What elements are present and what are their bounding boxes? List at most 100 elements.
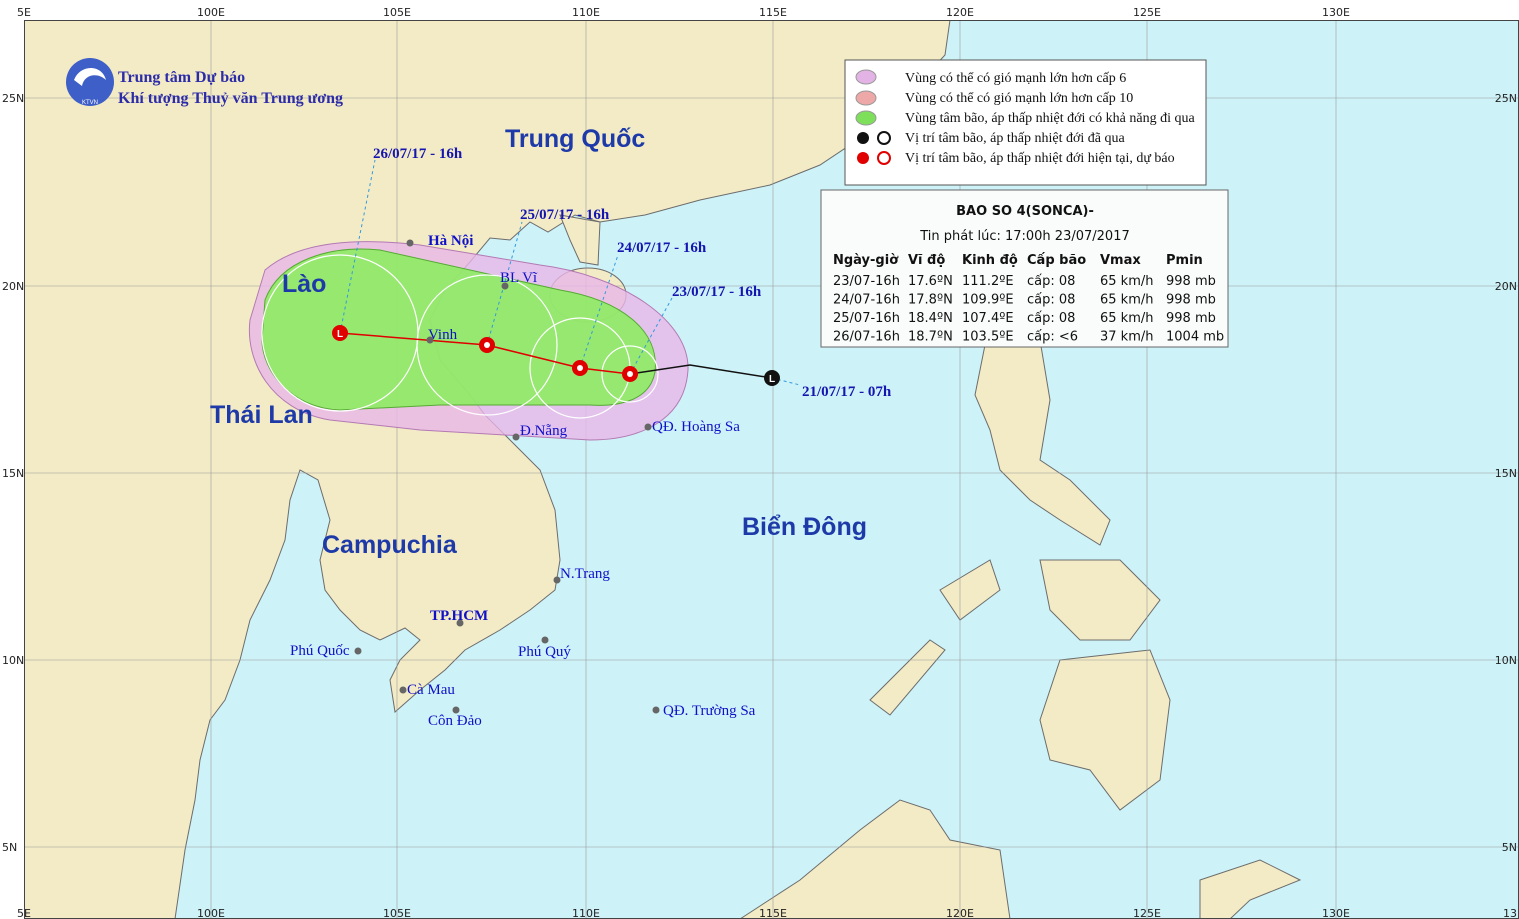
legend-label: Vùng tâm bão, áp thấp nhiệt đới có khả n…	[905, 111, 1195, 126]
lon-label: 110E	[572, 6, 600, 19]
place-dot	[426, 336, 434, 344]
lat-label: 5N	[1502, 841, 1517, 854]
lat-label: 25N	[2, 92, 24, 105]
track-label: 26/07/17 - 16h	[373, 146, 463, 162]
table-cell: 998 mb	[1166, 293, 1216, 308]
place-label: QĐ. Hoàng Sa	[652, 419, 740, 435]
country-label: Biển Đông	[742, 513, 867, 541]
sulawesi	[1199, 859, 1302, 919]
lon-label: 125E	[1133, 907, 1161, 919]
lon-label: 100E	[197, 907, 225, 919]
legend-swatch	[857, 152, 869, 164]
low-marker	[332, 325, 348, 341]
leader	[579, 254, 619, 369]
table-cell: cấp: 08	[1027, 274, 1075, 289]
place-label: Côn Đảo	[428, 713, 482, 729]
country-label: Campuchia	[322, 531, 458, 559]
lat-label: 15N	[2, 467, 24, 480]
info-title: BAO SO 4(SONCA)-	[956, 204, 1094, 219]
table-cell: 24/07-16h	[833, 293, 900, 308]
table-cell: 17.6ºN	[908, 274, 953, 289]
legend-swatch	[855, 90, 877, 106]
leader	[629, 297, 673, 375]
lon-label: 130E	[1322, 907, 1350, 919]
track-label: 24/07/17 - 16h	[617, 240, 707, 256]
table-cell: 103.5ºE	[962, 330, 1014, 345]
place-dot	[456, 619, 464, 627]
place-label: TP.HCM	[430, 608, 488, 624]
table-cell: 26/07-16h	[833, 330, 900, 345]
table-cell: 111.2ºE	[962, 274, 1014, 289]
place-dot	[541, 636, 549, 644]
past-track	[629, 364, 773, 379]
table-header: Ngày-giờ	[833, 253, 899, 268]
table-cell: cấp: 08	[1027, 293, 1075, 308]
place-label: Phú Quý	[518, 644, 571, 660]
logo	[66, 58, 114, 106]
table-header: Vĩ độ	[908, 253, 945, 268]
place-label: Hà Nội	[428, 233, 473, 249]
place-dot	[512, 433, 520, 441]
lat-label: 5N	[2, 841, 17, 854]
legend-label: Vị trí tâm bão, áp thấp nhiệt đới đã qua	[905, 131, 1125, 146]
table-cell: 65 km/h	[1100, 311, 1154, 326]
logo-text: KTVN	[82, 100, 98, 106]
place-dot	[406, 239, 414, 247]
storm-eye	[484, 342, 490, 348]
lon-label: 120E	[946, 907, 974, 919]
lon-label: 5E	[17, 6, 31, 19]
lon-label: 130E	[1322, 6, 1350, 19]
mindoro	[939, 559, 1001, 621]
zone-track	[261, 248, 656, 411]
low-marker	[764, 370, 780, 386]
header: KTVN Trung tâm Dự báo Khí tượng Thuỷ văn…	[66, 58, 343, 107]
legend-swatch	[877, 151, 891, 165]
lon-label: 5E	[17, 907, 31, 919]
legend-swatch	[877, 131, 891, 145]
place-label: Vinh	[428, 327, 458, 343]
table-cell: 107.4ºE	[962, 311, 1014, 326]
lon-label: 100E	[197, 6, 225, 19]
legend-swatch	[855, 110, 877, 126]
legend: Vùng có thể có gió mạnh lớn hơn cấp 6 Vùn…	[844, 59, 1207, 186]
legend-items: Vùng có thể có gió mạnh lớn hơn cấp 6 Vùn…	[905, 71, 1195, 166]
place-label: Đ.Nẵng	[520, 423, 568, 439]
lon-label: 125E	[1133, 6, 1161, 19]
legend-box	[844, 59, 1207, 186]
info-panel: BAO SO 4(SONCA)- Tin phát lúc: 17:00h 23…	[820, 189, 1229, 348]
table-cell: 25/07-16h	[833, 311, 900, 326]
table-cell: 18.4ºN	[908, 311, 953, 326]
table-header: Vmax	[1100, 253, 1141, 268]
logo-swirl	[74, 68, 106, 86]
legend-label: Vùng có thể có gió mạnh lớn hơn cấp 6	[905, 71, 1126, 86]
circle	[416, 274, 558, 416]
org-line: Trung tâm Dự báo	[118, 69, 245, 86]
mindanao	[1039, 649, 1171, 811]
table-cell: 23/07-16h	[833, 274, 900, 289]
table-cell: cấp: <6	[1027, 330, 1078, 345]
lon-label: 105E	[383, 6, 411, 19]
table-cell: 1004 mb	[1166, 330, 1224, 345]
table-cell: 65 km/h	[1100, 293, 1154, 308]
lon-label: 115E	[759, 907, 787, 919]
low-glyph: L	[769, 374, 775, 385]
table-cell: 109.9ºE	[962, 293, 1014, 308]
place-dot	[452, 706, 460, 714]
label-leaders	[339, 159, 801, 386]
lat-label: 15N	[1495, 467, 1517, 480]
place-dot	[652, 706, 660, 714]
luzon	[974, 339, 1111, 546]
table-cell: 65 km/h	[1100, 274, 1154, 289]
track-label: 25/07/17 - 16h	[520, 207, 610, 223]
visayas	[1039, 559, 1161, 641]
info-box	[820, 189, 1229, 348]
table-cell: cấp: 08	[1027, 311, 1075, 326]
place-dot	[644, 423, 652, 431]
table-header: Pmin	[1166, 253, 1203, 268]
lat-label: 25N	[1495, 92, 1517, 105]
table-cell: 37 km/h	[1100, 330, 1154, 345]
lon-label: 105E	[383, 907, 411, 919]
place-label: BL Vĩ	[500, 270, 538, 286]
